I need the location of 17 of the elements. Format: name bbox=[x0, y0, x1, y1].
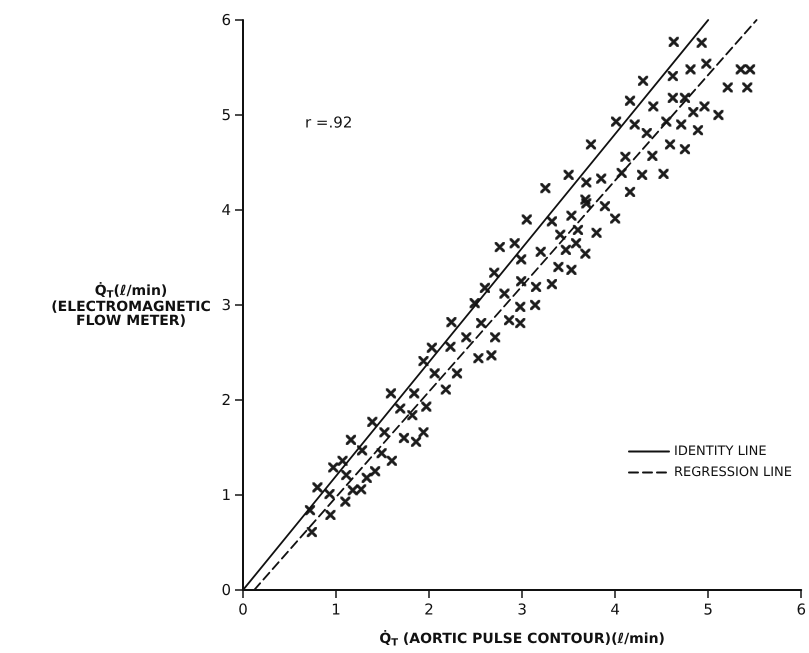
y-tick-label: 0 bbox=[221, 581, 231, 599]
legend-label: IDENTITY LINE bbox=[674, 444, 767, 459]
x-tick-label: 4 bbox=[610, 600, 620, 618]
y-tick-label: 1 bbox=[221, 486, 231, 504]
x-tick-label: 0 bbox=[238, 600, 248, 618]
y-tick-label: 3 bbox=[221, 296, 231, 314]
annotation: r =.92 bbox=[305, 114, 352, 132]
y-tick-label: 6 bbox=[221, 11, 231, 29]
x-tick-label: 1 bbox=[331, 600, 341, 618]
x-tick-label: 2 bbox=[424, 600, 434, 618]
x-tick-label: 5 bbox=[703, 600, 713, 618]
y-tick-label: 2 bbox=[221, 391, 231, 409]
y-tick-label: 4 bbox=[221, 201, 231, 219]
x-tick-label: 6 bbox=[796, 600, 806, 618]
x-tick-label: 3 bbox=[517, 600, 527, 618]
legend-label: REGRESSION LINE bbox=[674, 465, 792, 480]
y-tick-label: 5 bbox=[221, 106, 231, 124]
